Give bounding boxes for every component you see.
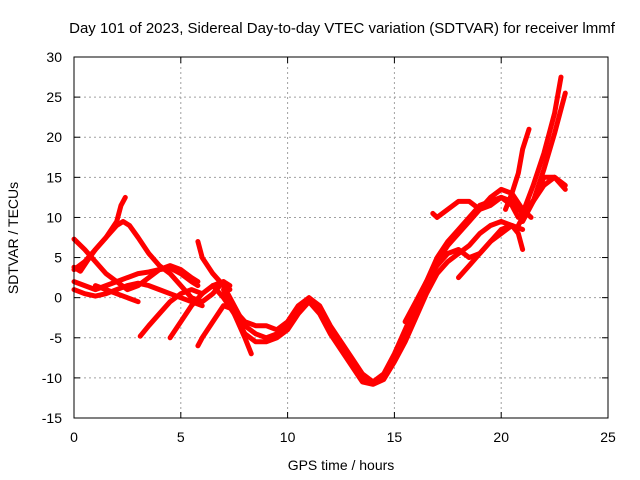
x-tick-label: 15 — [387, 429, 403, 445]
axis-ticks: 0 5 10 15 20 25 -15 -10 -5 0 5 10 15 20 25 30 — [42, 49, 616, 445]
series-line-arc-8 — [167, 279, 233, 341]
series-line-arc-12 — [221, 287, 254, 357]
series-line-arc-13 — [402, 223, 526, 325]
series-line-arc-10 — [195, 194, 526, 385]
plot-frame — [73, 56, 609, 419]
x-tick-label: 10 — [280, 429, 296, 445]
y-tick-label: 25 — [46, 89, 62, 105]
y-axis-label: SDTVAR / TECUs — [5, 182, 21, 294]
x-tick-label: 25 — [600, 429, 616, 445]
series-line-arc-4 — [71, 265, 201, 293]
y-tick-label: -10 — [42, 370, 62, 386]
series-line-arc-7 — [137, 287, 205, 339]
x-tick-label: 5 — [177, 429, 185, 445]
series-line-arc-5 — [71, 280, 205, 309]
y-tick-label: -15 — [42, 410, 62, 426]
y-tick-label: 10 — [46, 209, 62, 225]
series-line-arc-16 — [503, 126, 532, 212]
series-line-arc-2 — [71, 194, 128, 274]
series-line-arc-19 — [520, 90, 568, 224]
x-axis-label: GPS time / hours — [288, 457, 395, 473]
x-tick-label: 20 — [493, 429, 509, 445]
y-tick-label: 15 — [46, 169, 62, 185]
y-tick-label: 20 — [46, 129, 62, 145]
chart-title: Day 101 of 2023, Sidereal Day-to-day VTE… — [69, 20, 616, 37]
series-line-arc-18 — [520, 74, 564, 216]
series-line-arc-6 — [92, 283, 141, 305]
series-group — [71, 74, 568, 387]
series-line-arc-15 — [456, 223, 526, 281]
x-tick-label: 0 — [70, 429, 78, 445]
grid-lines — [74, 57, 608, 418]
y-tick-label: 0 — [54, 290, 62, 306]
y-tick-label: 30 — [46, 49, 62, 65]
y-tick-label: 5 — [54, 250, 62, 266]
y-tick-label: -5 — [50, 330, 63, 346]
